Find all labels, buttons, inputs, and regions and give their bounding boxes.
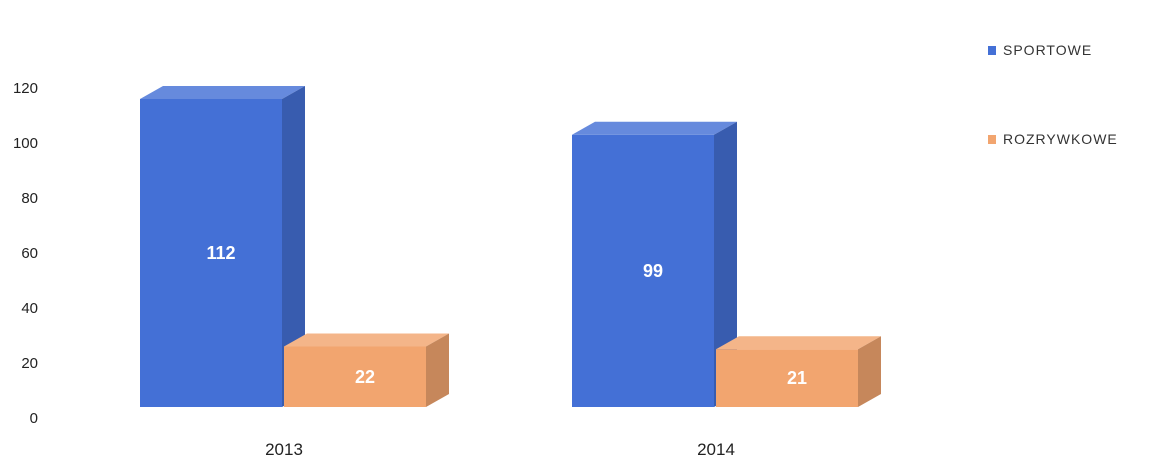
bar-side [426,333,449,407]
bar-top [572,121,737,135]
x-axis: 2013 2014 [265,440,735,459]
y-axis: 0 20 40 60 80 100 120 [13,80,38,427]
legend-label: SPORTOWE [1003,42,1092,58]
bars: 112 22 99 21 [140,86,881,407]
bar: 21 [716,336,881,407]
legend: SPORTOWE ROZRYWKOWE [988,42,1118,147]
bar-top [716,336,881,350]
bar-side [858,336,881,407]
bar-front [572,134,714,407]
y-tick-label: 80 [21,190,38,207]
x-tick-label: 2014 [697,440,735,459]
y-tick-label: 120 [13,80,38,97]
x-tick-label: 2013 [265,440,303,459]
bar-front [140,99,282,407]
bar-top [284,333,449,347]
bar-top [140,86,305,99]
y-tick-label: 20 [21,355,38,372]
legend-item: SPORTOWE [988,42,1092,58]
legend-swatch [988,135,996,144]
bar: 112 [140,86,305,407]
y-tick-label: 40 [21,300,38,317]
bar-value-label: 112 [206,243,235,263]
y-tick-label: 60 [21,245,38,262]
bar-value-label: 21 [787,368,807,388]
bar-value-label: 99 [643,261,663,281]
bar: 99 [572,121,737,407]
legend-label: ROZRYWKOWE [1003,131,1118,147]
y-tick-label: 0 [30,410,38,427]
legend-swatch [988,46,996,55]
bar-front [284,346,426,407]
bar: 22 [284,333,449,407]
bar-front [716,349,858,407]
bar-side [714,121,737,407]
legend-item: ROZRYWKOWE [988,131,1118,147]
bar-value-label: 22 [355,367,375,387]
y-tick-label: 100 [13,135,38,152]
bar-side [282,86,305,407]
